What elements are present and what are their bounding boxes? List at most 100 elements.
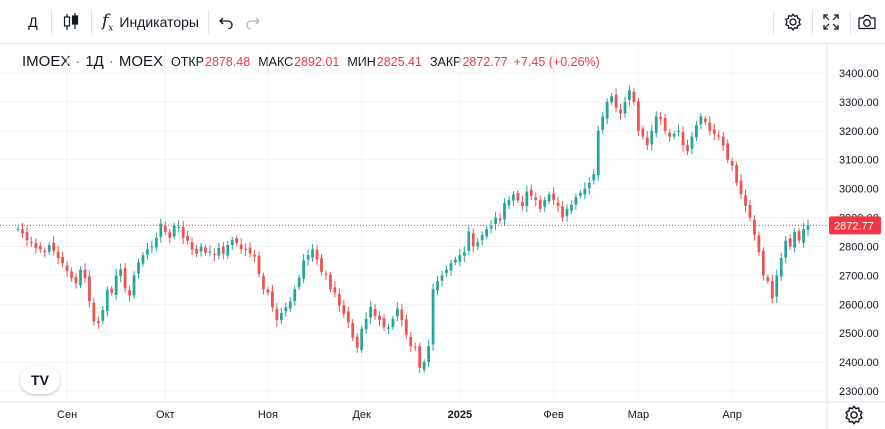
- candle: [43, 247, 47, 258]
- candle: [619, 103, 622, 120]
- candle: [681, 126, 685, 152]
- undo-button[interactable]: [213, 0, 239, 44]
- candle: [248, 242, 252, 258]
- legend-interval: 1Д: [85, 53, 104, 70]
- legend-open-value: 2878.48: [205, 54, 251, 69]
- last-price-tag: [829, 216, 881, 235]
- candle: [101, 306, 105, 325]
- candle: [605, 98, 609, 124]
- legend-symbol[interactable]: IMOEX: [22, 53, 71, 70]
- candle: [512, 190, 515, 206]
- axis-settings-icon[interactable]: [843, 404, 865, 426]
- candle: [730, 157, 734, 171]
- fullscreen-icon: [823, 14, 839, 30]
- candle: [221, 241, 225, 260]
- candle: [587, 177, 591, 195]
- redo-button[interactable]: [240, 0, 266, 44]
- candle: [297, 274, 301, 290]
- candle: [485, 226, 489, 240]
- candle: [150, 240, 154, 254]
- candle: [34, 238, 38, 254]
- candle: [695, 120, 698, 141]
- screenshot-button[interactable]: [853, 0, 881, 44]
- candle: [230, 236, 234, 251]
- legend-close-label: ЗАКР: [429, 54, 462, 69]
- fullscreen-button[interactable]: [816, 0, 846, 44]
- candle: [146, 242, 149, 260]
- candle: [507, 196, 511, 209]
- candle: [574, 193, 578, 210]
- candle: [235, 235, 239, 246]
- candle: [458, 248, 462, 267]
- candle: [672, 130, 676, 140]
- y-tick-label: 2400.00: [839, 357, 879, 369]
- candle: [628, 85, 631, 106]
- candle: [422, 359, 426, 373]
- y-tick-label: 2300.00: [839, 386, 879, 398]
- candle: [195, 244, 198, 258]
- candle: [213, 248, 216, 262]
- toolbar-divider: [812, 10, 813, 34]
- candle: [784, 236, 788, 264]
- x-tick-label: Окт: [156, 409, 175, 421]
- candle: [355, 333, 359, 353]
- candle: [177, 220, 181, 233]
- candle: [592, 168, 596, 185]
- candle: [596, 126, 600, 181]
- candle: [306, 249, 310, 266]
- settings-button[interactable]: [778, 0, 808, 44]
- legend-dot: ·: [108, 53, 114, 70]
- candle: [525, 185, 529, 213]
- candle: [770, 274, 774, 304]
- chart-type-button[interactable]: [56, 0, 86, 44]
- symbol-legend: IMOEX · 1Д · MOEX ОТКР 2878.48 МАКС 2892.0…: [22, 53, 600, 70]
- tradingview-logo[interactable]: TV: [20, 366, 60, 394]
- candle: [159, 218, 163, 243]
- y-tick-label: 2800.00: [839, 241, 879, 253]
- price-chart[interactable]: 2300.00 2400.00 2500.00 2600.00 2700.00 2800.…: [0, 44, 885, 429]
- candle: [21, 222, 24, 239]
- x-tick-label: Фев: [543, 409, 563, 421]
- indicators-button[interactable]: fx Индикаторы: [96, 0, 204, 44]
- candle: [65, 260, 69, 277]
- candle: [739, 174, 743, 200]
- interval-button[interactable]: Д: [16, 0, 50, 44]
- candle: [467, 226, 471, 255]
- gear-icon: [785, 13, 801, 31]
- candle: [610, 93, 613, 106]
- candle: [346, 306, 350, 328]
- candle: [387, 323, 390, 334]
- candle: [498, 213, 502, 225]
- candle: [583, 182, 587, 199]
- candles-icon: [63, 13, 79, 30]
- candle: [360, 325, 364, 353]
- candle: [427, 339, 431, 367]
- candle: [462, 246, 466, 262]
- candle: [699, 112, 703, 130]
- candle: [561, 201, 564, 222]
- candle: [703, 115, 707, 126]
- candle: [137, 258, 140, 279]
- candle: [284, 302, 288, 317]
- candle: [110, 286, 114, 296]
- candle: [445, 265, 448, 277]
- candle: [190, 237, 194, 256]
- y-tick-label: 3000.00: [839, 184, 879, 196]
- candle: [114, 269, 118, 300]
- candle: [204, 244, 207, 256]
- y-tick-label: 2500.00: [839, 328, 879, 340]
- candle: [119, 263, 123, 283]
- candle: [262, 272, 265, 295]
- candle: [38, 242, 42, 253]
- candle: [623, 96, 627, 118]
- candle: [208, 245, 212, 257]
- undo-icon: [219, 17, 233, 29]
- x-tick-label: Мар: [628, 409, 650, 421]
- toolbar-divider: [51, 10, 52, 34]
- candle: [266, 286, 270, 296]
- candle: [413, 342, 417, 352]
- candle: [395, 302, 399, 322]
- candle: [806, 219, 810, 236]
- candle: [788, 234, 792, 250]
- candle: [83, 263, 87, 283]
